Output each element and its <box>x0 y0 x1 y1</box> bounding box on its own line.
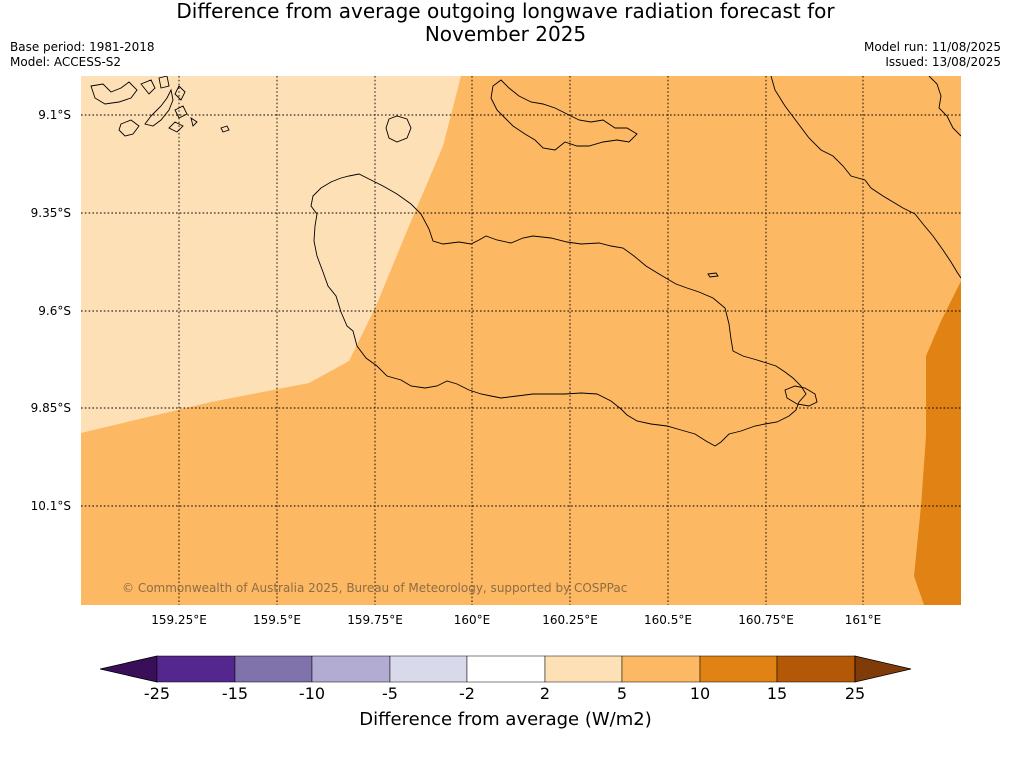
anomaly-region-light <box>81 76 461 433</box>
base-period: Base period: 1981-2018 <box>10 40 155 54</box>
colorbar-swatch-6 <box>544 655 623 683</box>
title-line-1: Difference from average outgoing longwav… <box>176 0 835 23</box>
coastline-islet-small <box>707 272 719 278</box>
lat-label-9.6: 9.6°S <box>38 304 71 318</box>
colorbar-tick-7: 10 <box>689 684 711 703</box>
colorbar-swatch-1 <box>156 655 236 683</box>
map-panel[interactable] <box>81 76 961 605</box>
lon-label-159.5: 159.5°E <box>253 613 301 627</box>
map-svg <box>81 76 961 605</box>
colorbar-tick-5: 2 <box>539 684 551 703</box>
colorbar-tick-1: -15 <box>221 684 249 703</box>
colorbar-tick-8: 15 <box>766 684 788 703</box>
coastline-savo <box>385 115 412 143</box>
copyright-notice: © Commonwealth of Australia 2025, Bureau… <box>122 581 628 595</box>
lat-label-10.1: 10.1°S <box>30 499 71 513</box>
colorbar-tick-3: -5 <box>382 684 398 703</box>
coastline-nggela <box>490 79 638 151</box>
coastline-malaita <box>770 76 961 279</box>
lat-label-9.1: 9.1°S <box>38 108 71 122</box>
colorbar-tick-9: 25 <box>844 684 866 703</box>
graticule <box>81 76 961 605</box>
colorbar-swatch-2 <box>234 655 313 683</box>
lon-label-159.75: 159.75°E <box>347 613 403 627</box>
colorbar <box>100 655 912 683</box>
coastlines <box>90 76 961 447</box>
colorbar-swatch-7 <box>621 655 701 683</box>
colorbar-extend-high <box>854 655 912 683</box>
lat-label-9.85: 9.85°S <box>30 401 71 415</box>
lon-label-160.75: 160.75°E <box>738 613 794 627</box>
colorbar-swatch-8 <box>699 655 778 683</box>
colorbar-tick-0: -25 <box>143 684 171 703</box>
coastline-northwest-islands <box>90 76 230 137</box>
colorbar-swatch-9 <box>776 655 856 683</box>
issued-date: Issued: 13/08/2025 <box>885 55 1001 69</box>
colorbar-tick-6: 5 <box>616 684 628 703</box>
coastline-islet-east <box>784 385 818 407</box>
title-line-2: November 2025 <box>424 22 587 46</box>
lon-label-159.25: 159.25°E <box>151 613 207 627</box>
colorbar-tick-4: -2 <box>459 684 475 703</box>
map-title: Difference from average outgoing longwav… <box>0 0 1011 46</box>
colorbar-swatch-3 <box>311 655 391 683</box>
colorbar-swatch-5 <box>466 655 546 683</box>
colorbar-extend-low <box>100 655 158 683</box>
colorbar-label: Difference from average (W/m2) <box>359 709 652 730</box>
coastline-guadalcanal <box>310 173 807 447</box>
lat-label-9.35: 9.35°S <box>30 206 71 220</box>
lon-label-161: 161°E <box>844 613 882 627</box>
lon-label-160: 160°E <box>453 613 491 627</box>
colorbar-tick-2: -10 <box>298 684 326 703</box>
model-run: Model run: 11/08/2025 <box>863 40 1001 54</box>
anomaly-region-dark <box>914 281 961 605</box>
meta-right: Model run: 11/08/2025 Issued: 13/08/2025 <box>864 40 1001 70</box>
meta-left: Base period: 1981-2018 Model: ACCESS-S2 <box>10 40 155 70</box>
colorbar-swatch-4 <box>389 655 468 683</box>
lon-label-160.5: 160.5°E <box>644 613 692 627</box>
lon-label-160.25: 160.25°E <box>542 613 598 627</box>
model-name: Model: ACCESS-S2 <box>10 55 122 69</box>
